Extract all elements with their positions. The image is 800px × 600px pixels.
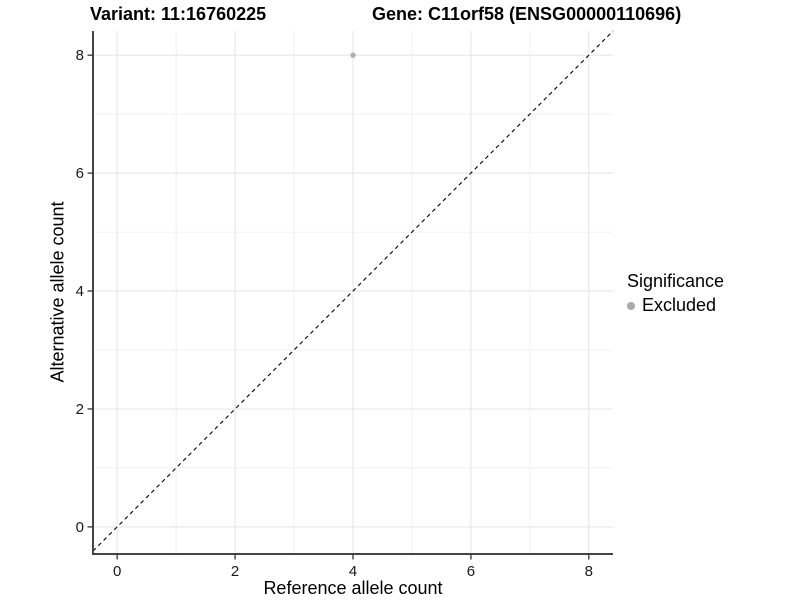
x-tick-label: 2 — [231, 563, 239, 580]
identity-line — [92, 30, 614, 552]
legend-item-label: Excluded — [642, 295, 717, 315]
legend: Significance Excluded — [627, 271, 724, 316]
y-tick-label: 0 — [76, 519, 84, 536]
x-tick-label: 6 — [467, 563, 475, 580]
gene-title: Gene: C11orf58 (ENSG00000110696) — [372, 4, 682, 24]
legend-title: Significance — [627, 271, 725, 291]
y-tick-label: 2 — [76, 401, 84, 418]
legend-item-excluded: Excluded — [627, 295, 724, 316]
x-tick-label: 8 — [585, 563, 593, 580]
excluded-point-icon — [627, 301, 635, 310]
variant-title: Variant: 11:16760225 — [90, 4, 267, 24]
x-axis-title: Reference allele count — [263, 578, 443, 598]
y-axis-title: Alternative allele count — [47, 201, 68, 383]
x-tick-label: 4 — [349, 563, 357, 580]
x-tick-label: 0 — [113, 563, 121, 580]
y-tick-label: 4 — [76, 283, 84, 300]
y-tick-label: 8 — [76, 47, 84, 64]
y-tick-label: 6 — [76, 165, 84, 182]
data-point — [350, 52, 356, 58]
